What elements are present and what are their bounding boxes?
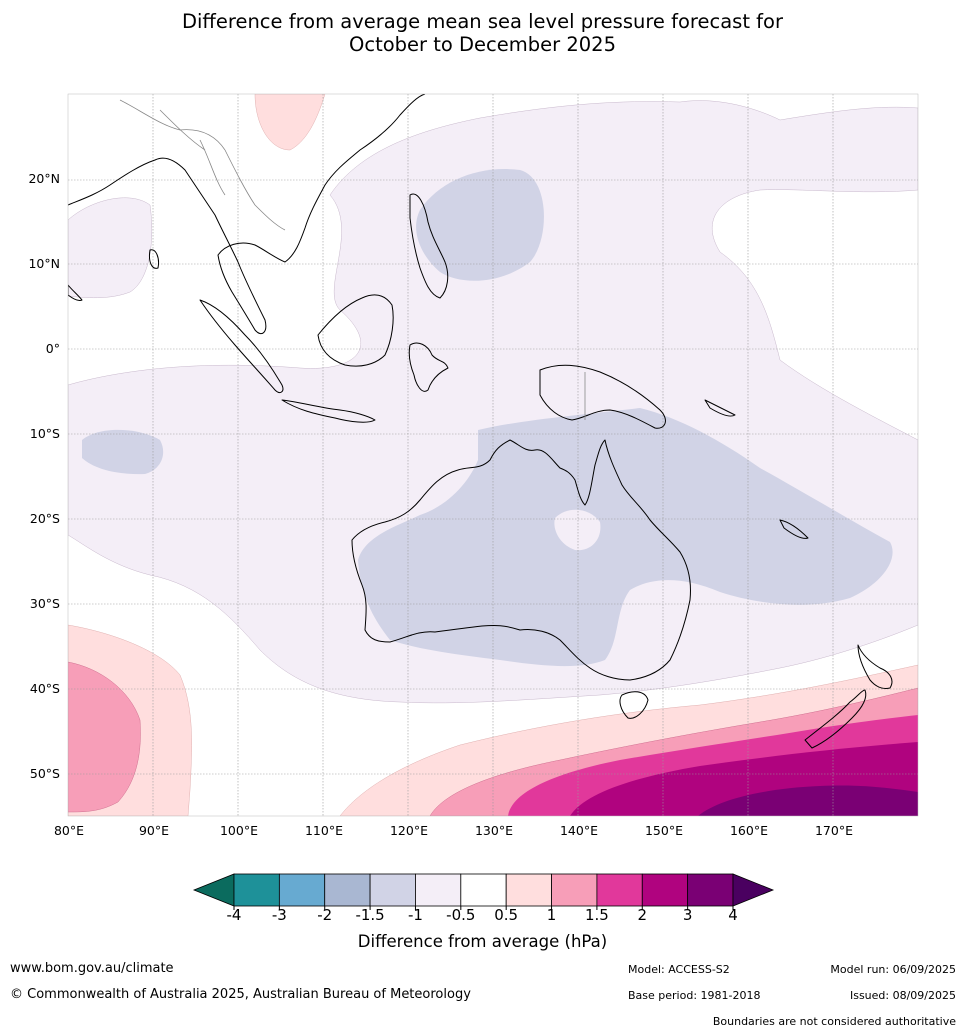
lat-label-50s: 50°S [29, 766, 60, 781]
coast-new-zealand-south [804, 689, 867, 749]
boundaries-disclaimer: Boundaries are not considered authoritat… [712, 1015, 956, 1028]
model-run-date: Model run: 06/09/2025 [830, 963, 956, 976]
map-frame [67, 93, 919, 817]
copyright-text: © Commonwealth of Australia 2025, Austra… [10, 987, 471, 1002]
lat-label-0: 0° [45, 341, 60, 356]
coast-tasmania [619, 691, 649, 719]
lat-label-30s: 30°S [29, 596, 60, 611]
lon-label-80e: 80°E [53, 823, 85, 838]
issued-date: Issued: 08/09/2025 [849, 989, 956, 1002]
lon-label-110e: 110°E [304, 823, 343, 838]
colorbar-tick-label: -0.5 [446, 906, 476, 924]
coast-solomon [704, 399, 736, 417]
colorbar-title: Difference from average (hPa) [357, 932, 608, 951]
colorbar-tick-label: -3 [271, 906, 287, 924]
colorbar-tick-label: 1 [546, 906, 557, 924]
colorbar-tick-label: 1.5 [584, 906, 609, 924]
lat-label-40s: 40°S [29, 681, 60, 696]
lon-label-100e: 100°E [219, 823, 258, 838]
coast-india-tip [68, 284, 83, 301]
coast-sulawesi [408, 342, 449, 392]
website-link[interactable]: www.bom.gov.au/climate [10, 961, 174, 976]
coast-new-caledonia [779, 519, 809, 539]
lat-label-20n: 20°N [28, 171, 60, 186]
lon-label-160e: 160°E [729, 823, 768, 838]
title-line-1: Difference from average mean sea level p… [182, 10, 783, 33]
base-period: Base period: 1981-2018 [628, 989, 761, 1002]
coast-sumatra [199, 299, 284, 393]
title-line-2: October to December 2025 [349, 33, 616, 56]
lon-label-120e: 120°E [389, 823, 428, 838]
lon-label-170e: 170°E [814, 823, 853, 838]
lon-label-90e: 90°E [138, 823, 170, 838]
coast-mainland-asia [68, 94, 426, 335]
coast-philippines [409, 193, 449, 299]
model-name: Model: ACCESS-S2 [628, 963, 730, 976]
coast-borneo [317, 294, 394, 367]
lat-label-10n: 10°N [28, 256, 60, 271]
band-plus-1-sw [68, 661, 141, 813]
lon-label-130e: 130°E [474, 823, 513, 838]
colorbar-tick-label: 4 [728, 906, 738, 924]
lat-label-20s: 20°S [29, 511, 60, 526]
colorbar-tick-label: -1 [407, 906, 423, 924]
colorbar-tick-label: 0.5 [494, 906, 519, 924]
coast-new-zealand-north [857, 644, 893, 689]
lon-label-140e: 140°E [559, 823, 598, 838]
chart-title: Difference from average mean sea level p… [0, 10, 965, 56]
colorbar-tick-label: -4 [226, 906, 242, 924]
coast-java [281, 399, 376, 423]
coast-new-guinea [539, 364, 666, 429]
colorbar-tick-label: -1.5 [355, 906, 385, 924]
band-minus-0.5-hole [554, 509, 601, 551]
band-plus-3 [698, 785, 918, 816]
colorbar-tick-label: 3 [682, 906, 693, 924]
colorbar-tick-label: 2 [637, 906, 648, 924]
graticule [68, 94, 918, 816]
lat-label-10s: 10°S [29, 426, 60, 441]
band-minus-1-australia [358, 408, 893, 667]
lon-label-150e: 150°E [644, 823, 683, 838]
band-minus-1 [416, 169, 544, 281]
colorbar-tick-label: -2 [317, 906, 333, 924]
coastlines [68, 94, 893, 749]
borders [119, 99, 586, 420]
band-plus-0.5-north [254, 94, 326, 151]
coast-australia [351, 439, 691, 681]
band-minus-1-indian [82, 429, 164, 475]
band-minus-0.5-west [68, 197, 153, 298]
coast-sri-lanka [149, 249, 159, 269]
